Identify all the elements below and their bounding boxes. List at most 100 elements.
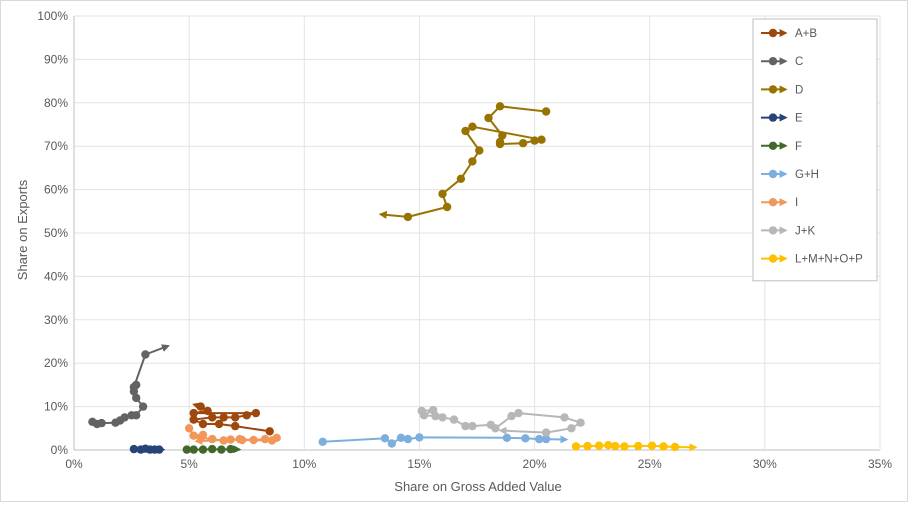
data-point	[456, 174, 466, 183]
legend-item: A+B	[761, 28, 817, 40]
series-c	[88, 344, 170, 429]
data-point	[431, 411, 440, 421]
data-point	[189, 408, 198, 418]
series-e	[129, 444, 166, 454]
data-point	[226, 435, 235, 444]
y-axis-label: Share on Exports	[15, 179, 30, 280]
data-point	[403, 434, 413, 444]
legend-marker	[768, 226, 778, 235]
series-i	[184, 424, 281, 445]
x-tick-label: 20%	[523, 457, 547, 471]
data-point	[203, 406, 212, 416]
data-point	[521, 434, 530, 443]
data-point	[219, 413, 228, 422]
data-point	[634, 441, 643, 451]
legend-item: C	[761, 56, 803, 68]
series-a-b	[189, 402, 274, 436]
series-group	[88, 102, 698, 454]
data-point	[208, 434, 217, 444]
series-line	[378, 105, 547, 219]
y-tick-label: 90%	[44, 52, 68, 66]
data-point	[208, 413, 217, 422]
data-point	[129, 382, 139, 392]
data-point	[318, 437, 327, 446]
data-point	[189, 431, 198, 440]
data-point	[419, 411, 429, 420]
data-point	[129, 444, 139, 454]
data-point	[484, 113, 493, 123]
data-point	[541, 434, 551, 444]
data-point	[387, 439, 396, 448]
legend-item: J+K	[761, 225, 815, 237]
legend-item: I	[761, 197, 798, 209]
data-point	[442, 202, 452, 212]
data-point	[560, 413, 569, 422]
series-line	[322, 435, 569, 445]
x-tick-label: 15%	[407, 457, 431, 471]
legend-marker	[768, 85, 778, 94]
data-point	[260, 434, 270, 444]
legend-label: F	[795, 141, 802, 153]
y-tick-label: 40%	[44, 269, 68, 283]
data-point	[208, 444, 217, 454]
y-tick-label: 70%	[44, 139, 68, 153]
x-tick-label: 5%	[180, 457, 198, 471]
data-point	[659, 442, 668, 451]
legend-item: E	[761, 113, 803, 125]
legend-item: D	[761, 84, 803, 96]
data-point	[498, 131, 507, 140]
data-point	[594, 441, 604, 450]
data-point	[155, 445, 164, 454]
data-point	[468, 122, 477, 131]
data-point	[475, 146, 484, 155]
legend: A+B C D E F G+H I J+K L+M+N+O+P	[752, 18, 878, 282]
legend-label: C	[795, 56, 803, 68]
y-tick-label: 80%	[44, 96, 68, 110]
data-point	[132, 411, 141, 420]
data-point	[438, 413, 447, 422]
data-point	[468, 157, 477, 166]
legend-item: G+H	[761, 169, 819, 181]
data-point	[226, 444, 235, 454]
data-point	[217, 445, 226, 454]
legend-label: G+H	[795, 169, 819, 181]
data-point	[518, 139, 528, 148]
data-point	[138, 402, 148, 411]
data-point	[507, 411, 516, 421]
data-point	[141, 350, 150, 359]
data-point	[611, 441, 620, 451]
data-point	[495, 102, 505, 111]
y-tick-label: 100%	[37, 9, 68, 23]
data-point	[647, 441, 657, 450]
data-point	[514, 408, 523, 418]
data-point	[495, 139, 505, 149]
legend-item: F	[761, 141, 802, 153]
data-point	[132, 393, 141, 403]
data-point	[583, 441, 592, 451]
data-point	[530, 136, 539, 145]
data-point	[249, 435, 258, 445]
data-point	[231, 421, 240, 431]
data-point	[576, 418, 585, 427]
y-tick-label: 10%	[44, 400, 68, 414]
x-tick-label: 25%	[638, 457, 662, 471]
data-point	[196, 433, 205, 442]
data-point	[189, 415, 198, 424]
data-point	[267, 436, 277, 445]
data-point	[491, 424, 500, 433]
legend-label: I	[795, 197, 798, 209]
data-point	[535, 434, 544, 444]
x-axis-label: Share on Gross Added Value	[394, 479, 561, 494]
data-point	[403, 212, 413, 222]
legend-marker	[768, 28, 778, 38]
data-point	[196, 402, 205, 411]
y-tick-label: 60%	[44, 183, 68, 197]
data-point	[604, 441, 613, 450]
data-point	[380, 434, 390, 443]
data-point	[182, 445, 191, 454]
data-point	[670, 442, 680, 452]
data-point	[571, 442, 581, 451]
series-l-m-n-o-p	[571, 441, 698, 452]
series-d	[378, 102, 551, 222]
data-point	[541, 107, 551, 116]
